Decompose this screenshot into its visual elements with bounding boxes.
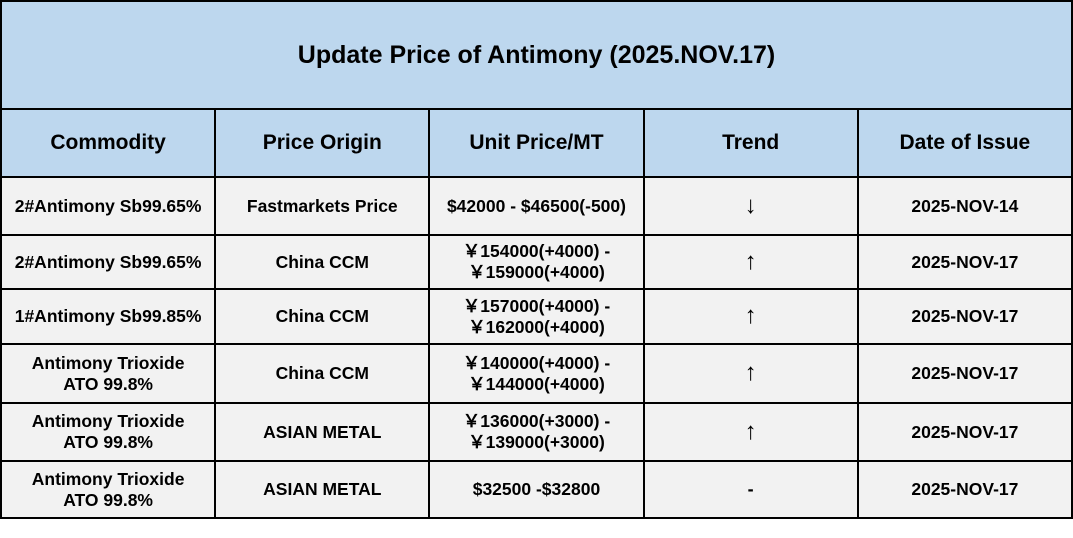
price-origin-cell: Fastmarkets Price [214, 176, 431, 236]
table-row: 2#Antimony Sb99.65% Fastmarkets Price $420… [0, 176, 1073, 236]
header-date-of-issue: Date of Issue [856, 108, 1073, 178]
table-row: Antimony Trioxide ATO 99.8% ASIAN METAL $32… [0, 460, 1073, 519]
commodity-cell: Antimony Trioxide ATO 99.8% [0, 402, 217, 462]
date-of-issue-cell: 2025-NOV-17 [856, 460, 1073, 519]
unit-price-cell: ￥140000(+4000) -￥144000(+4000) [428, 343, 645, 404]
dash-icon: - [642, 460, 859, 519]
table-row: 2#Antimony Sb99.65% China CCM ￥154000(+400… [0, 234, 1073, 290]
table-row: Antimony Trioxide ATO 99.8% ASIAN METAL ￥13… [0, 402, 1073, 462]
table-title: Update Price of Antimony (2025.NOV.17) [0, 0, 1073, 110]
date-of-issue-cell: 2025-NOV-17 [856, 234, 1073, 290]
table-row: Antimony Trioxide ATO 99.8% China CCM ￥1400… [0, 343, 1073, 404]
unit-price-cell: $32500 -$32800 [428, 460, 645, 519]
commodity-cell: Antimony Trioxide ATO 99.8% [0, 460, 217, 519]
price-origin-cell: ASIAN METAL [214, 402, 431, 462]
unit-price-cell: ￥154000(+4000) -￥159000(+4000) [428, 234, 645, 290]
price-origin-cell: China CCM [214, 234, 431, 290]
arrow-up-icon: ↑ [642, 343, 859, 404]
arrow-up-icon: ↑ [642, 288, 859, 345]
arrow-down-icon: ↓ [642, 176, 859, 236]
antimony-price-table: Update Price of Antimony (2025.NOV.17) C… [0, 0, 1073, 519]
commodity-cell: 2#Antimony Sb99.65% [0, 234, 217, 290]
price-origin-cell: ASIAN METAL [214, 460, 431, 519]
commodity-cell: Antimony Trioxide ATO 99.8% [0, 343, 217, 404]
header-price-origin: Price Origin [214, 108, 431, 178]
commodity-cell: 1#Antimony Sb99.85% [0, 288, 217, 345]
header-commodity: Commodity [0, 108, 217, 178]
arrow-up-icon: ↑ [642, 234, 859, 290]
price-origin-cell: China CCM [214, 288, 431, 345]
table-row: 1#Antimony Sb99.85% China CCM ￥157000(+400… [0, 288, 1073, 345]
date-of-issue-cell: 2025-NOV-17 [856, 343, 1073, 404]
unit-price-cell: ￥136000(+3000) -￥139000(+3000) [428, 402, 645, 462]
date-of-issue-cell: 2025-NOV-17 [856, 288, 1073, 345]
arrow-up-icon: ↑ [642, 402, 859, 462]
header-unit-price: Unit Price/MT [428, 108, 645, 178]
date-of-issue-cell: 2025-NOV-14 [856, 176, 1073, 236]
unit-price-cell: ￥157000(+4000) -￥162000(+4000) [428, 288, 645, 345]
date-of-issue-cell: 2025-NOV-17 [856, 402, 1073, 462]
unit-price-cell: $42000 - $46500(-500) [428, 176, 645, 236]
header-trend: Trend [642, 108, 859, 178]
commodity-cell: 2#Antimony Sb99.65% [0, 176, 217, 236]
price-origin-cell: China CCM [214, 343, 431, 404]
